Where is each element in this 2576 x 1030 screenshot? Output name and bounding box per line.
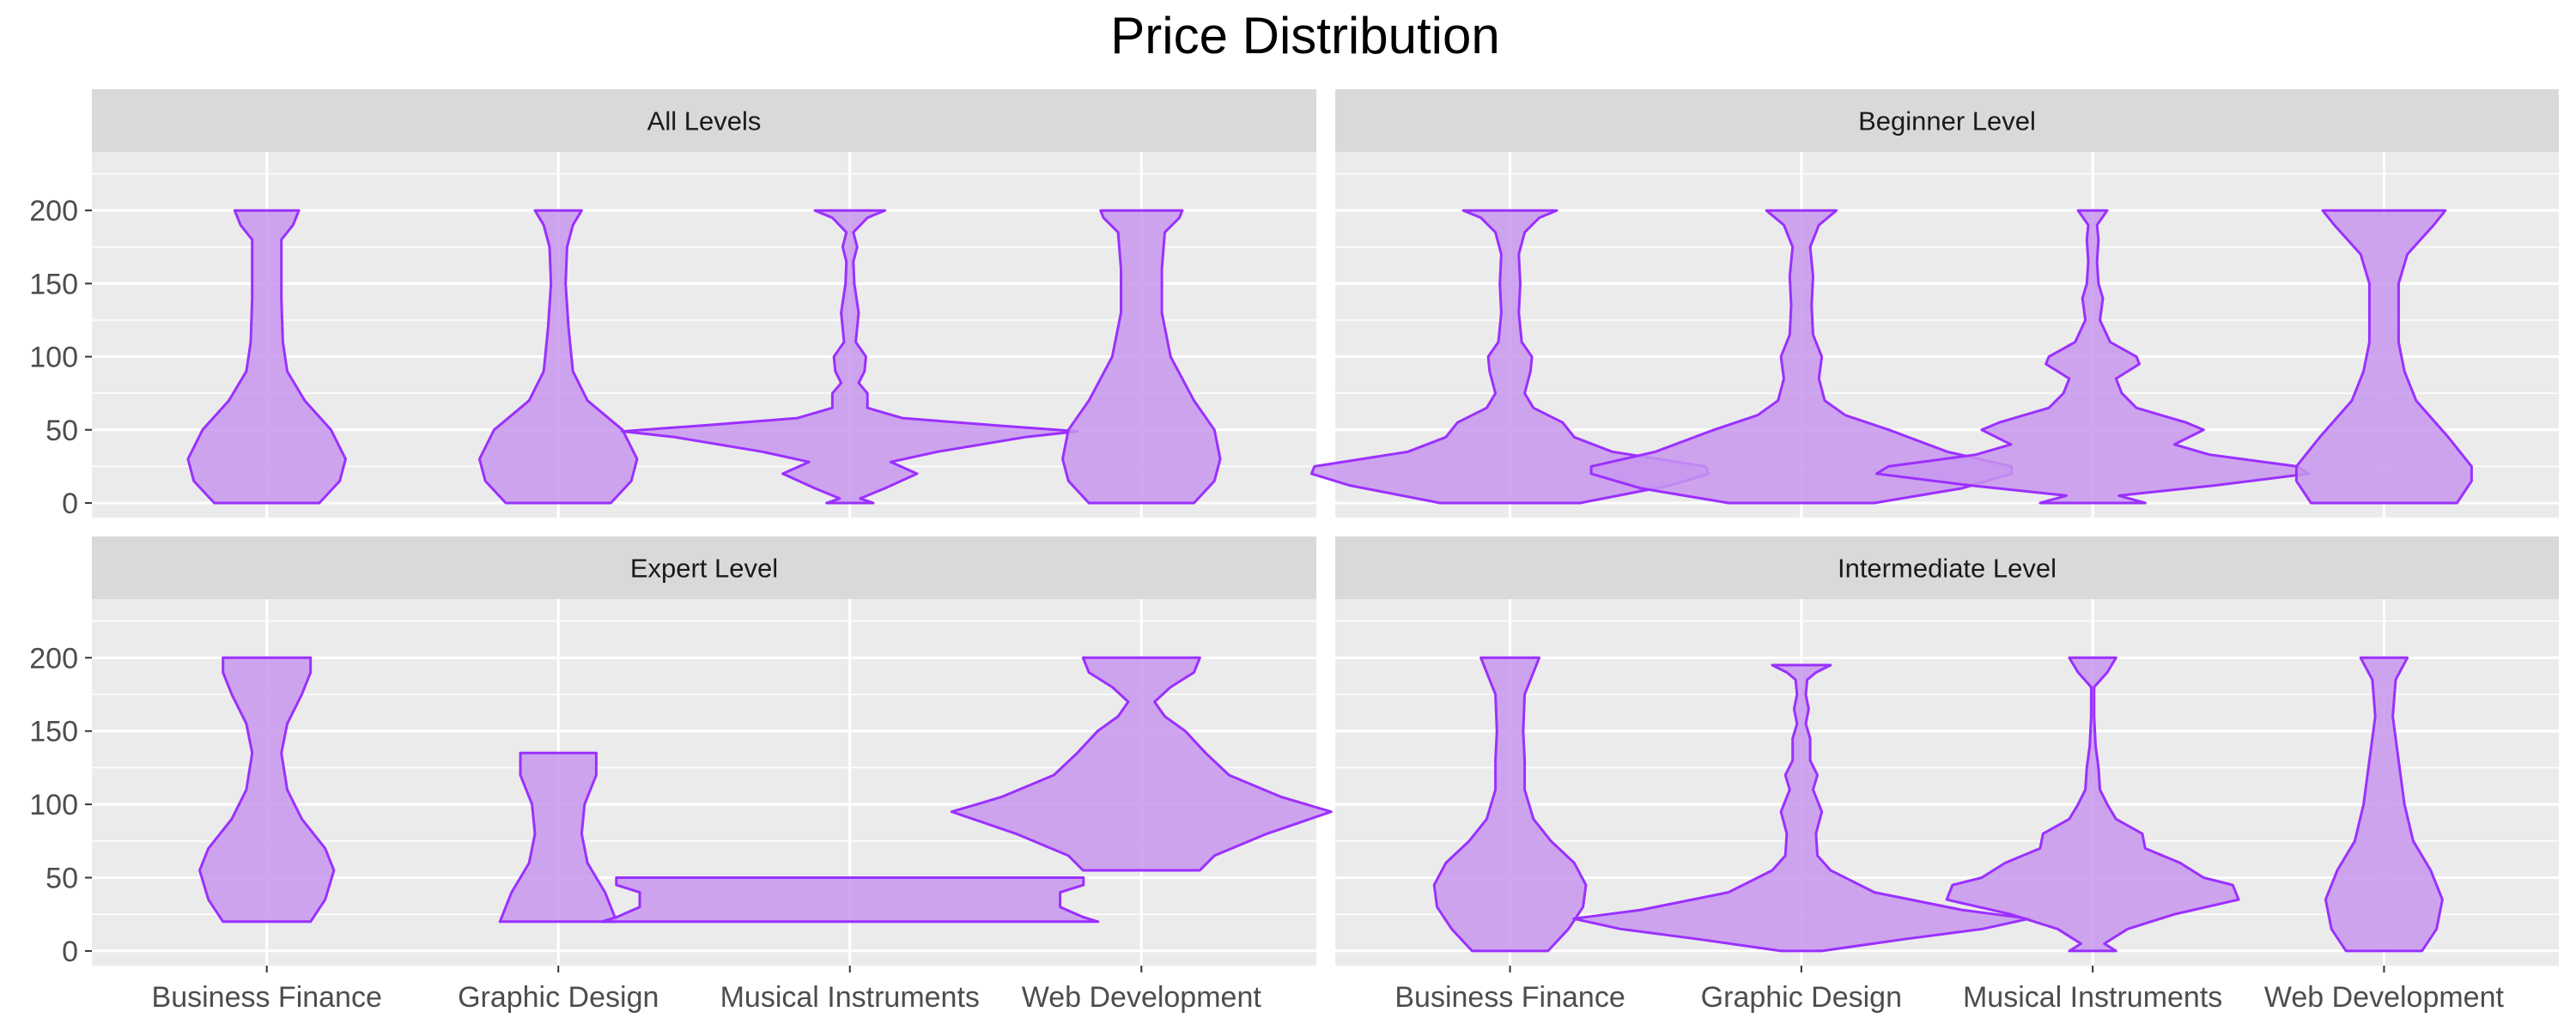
facet-panel: Expert Level 0 50 100 150 200 Business Finance… — [29, 536, 1333, 1014]
violin-graphic-design — [1589, 209, 2014, 505]
facet-panel: All Levels 0 50 100 150 200 — [29, 89, 1316, 520]
violin-musical-instruments — [600, 876, 1100, 924]
x-tick-label: Web Development — [1022, 981, 1262, 1014]
violin-web-development — [2324, 656, 2444, 953]
y-tick-label: 0 — [62, 936, 78, 968]
violin-graphic-design — [498, 751, 618, 924]
violin-web-development — [950, 656, 1333, 872]
facet-strip-label: Expert Level — [630, 554, 778, 584]
y-tick-label: 50 — [46, 863, 78, 895]
violin-business-finance — [186, 209, 347, 505]
y-tick-label: 150 — [29, 268, 78, 300]
violin-graphic-design — [477, 209, 639, 505]
violin-graphic-design — [1572, 663, 2031, 953]
facet-strip — [92, 536, 1316, 599]
facet-strip — [1335, 536, 2559, 599]
x-tick-label: Business Finance — [1394, 981, 1625, 1014]
x-tick-label: Graphic Design — [458, 981, 659, 1014]
violin-musical-instruments — [621, 209, 1079, 505]
y-tick-label: 200 — [29, 642, 78, 675]
violin-web-development — [2294, 209, 2473, 505]
x-tick-label: Graphic Design — [1701, 981, 1902, 1014]
violin-web-development — [1061, 209, 1222, 505]
facet-panel: Intermediate Level Business Finance Graphi… — [1335, 536, 2559, 1014]
y-tick-label: 0 — [62, 488, 78, 520]
facet-strip-label: Beginner Level — [1858, 106, 2036, 136]
facet-panels: All Levels 0 50 100 150 200 Beginner Level Expe… — [29, 89, 2559, 1014]
violin-musical-instruments — [1875, 209, 2311, 505]
facet-strip — [1335, 89, 2559, 152]
violin-business-finance — [1309, 209, 1710, 505]
x-tick-label: Musical Instruments — [1963, 981, 2222, 1014]
facet-strip-label: All Levels — [647, 106, 762, 136]
chart-title: Price Distribution — [1110, 7, 1500, 64]
y-tick-label: 200 — [29, 195, 78, 227]
facet-panel: Beginner Level — [1309, 89, 2559, 518]
y-tick-label: 100 — [29, 342, 78, 374]
violin-business-finance — [1432, 656, 1588, 953]
violin-musical-instruments — [1945, 656, 2240, 953]
y-tick-label: 50 — [46, 415, 78, 447]
violin-business-finance — [198, 656, 336, 924]
facet-strip-label: Intermediate Level — [1838, 554, 2057, 584]
x-tick-label: Web Development — [2264, 981, 2505, 1014]
facet-strip — [92, 89, 1316, 152]
y-tick-label: 150 — [29, 716, 78, 748]
x-tick-label: Musical Instruments — [720, 981, 980, 1014]
x-tick-label: Business Finance — [152, 981, 382, 1014]
y-tick-label: 100 — [29, 789, 78, 821]
